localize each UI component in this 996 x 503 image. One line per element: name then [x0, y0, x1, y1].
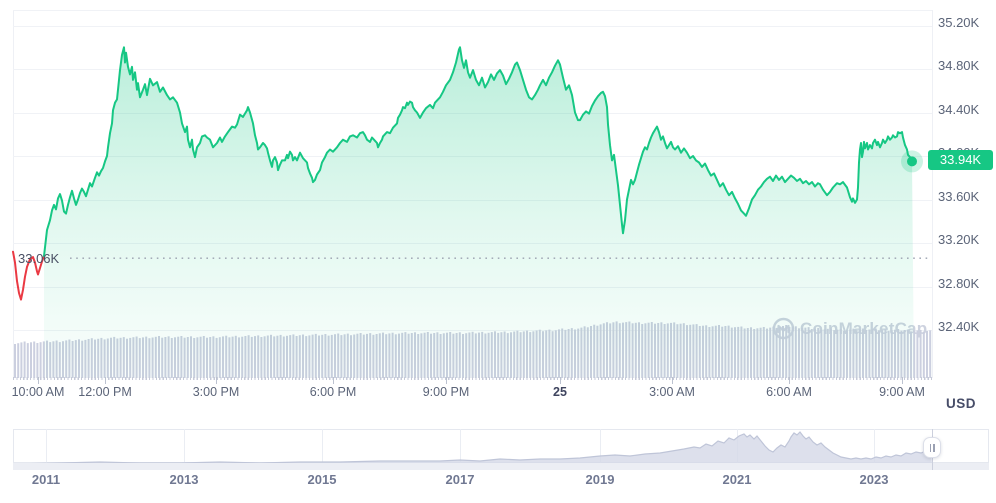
x-axis-tick — [333, 377, 334, 384]
x-axis-label: 9:00 PM — [422, 385, 470, 399]
plot-border-left — [13, 10, 14, 378]
navigator-area-outline — [12, 431, 932, 465]
last-price-dot — [907, 156, 917, 167]
navigator-year-gridline — [460, 429, 461, 463]
plot-border-top — [13, 10, 932, 11]
x-axis-label: 3:00 AM — [649, 385, 695, 399]
navigator-year-gridline — [46, 429, 47, 463]
handle-grip-icon — [929, 443, 931, 452]
navigator-year-label: 2015 — [307, 472, 337, 487]
x-axis-label: 3:00 PM — [192, 385, 240, 399]
y-axis-label: 35.20K — [938, 14, 980, 30]
navigator-year-gridline — [184, 429, 185, 463]
navigator-year-label: 2023 — [859, 472, 889, 487]
x-axis-tick — [38, 377, 39, 384]
plot-border-right — [932, 10, 933, 378]
navigator-year-label: 2013 — [169, 472, 199, 487]
navigator-area-fill — [13, 432, 932, 464]
y-axis-label: 33.20K — [938, 232, 980, 247]
x-axis-tick — [446, 377, 447, 384]
currency-unit-label: USD — [946, 396, 977, 411]
x-axis-tick — [105, 377, 106, 384]
prev-close-price-label: 33.06K — [18, 251, 60, 266]
x-axis-tick — [789, 377, 790, 384]
x-axis-label: 12:00 PM — [78, 385, 132, 399]
y-axis-label: 32.40K — [938, 319, 980, 334]
x-axis-minor-ticks — [13, 377, 932, 380]
last-price-badge: 33.94K — [928, 150, 993, 170]
x-axis-label: 25 — [553, 385, 567, 399]
y-axis-label: 33.60K — [938, 188, 980, 204]
x-axis-tick — [560, 377, 561, 384]
x-axis-label: 6:00 PM — [309, 385, 357, 399]
navigator-year-label: 2019 — [585, 472, 615, 487]
navigator-year-gridline — [322, 429, 323, 463]
y-gridline — [13, 25, 932, 27]
navigator-year-gridline — [600, 429, 601, 463]
price-chart-panel[interactable]: CoinMarketCap 35.20K34.80K34.40K34.00K33… — [0, 0, 996, 428]
navigator-year-label: 2017 — [445, 472, 475, 487]
navigator-year-label: 2011 — [31, 472, 61, 487]
price-line-below-open — [12, 250, 45, 301]
y-axis-label: 34.40K — [938, 101, 980, 117]
handle-grip-icon — [933, 443, 935, 452]
navigator-drag-handle[interactable] — [923, 437, 941, 458]
x-axis-tick — [672, 377, 673, 384]
price-area-chart[interactable] — [0, 0, 996, 428]
price-line-above-open — [43, 46, 913, 258]
navigator-year-label: 2021 — [722, 472, 752, 487]
x-axis-label: 6:00 AM — [766, 385, 812, 399]
y-axis-label: 34.80K — [938, 58, 980, 73]
x-axis-tick — [902, 377, 903, 384]
navigator-bottom-track — [13, 463, 989, 470]
y-axis-label: 32.80K — [938, 275, 980, 291]
navigator-year-gridline — [874, 429, 875, 463]
price-area-fill — [44, 47, 914, 379]
x-axis-label: 10:00 AM — [11, 385, 65, 399]
x-axis-label: 9:00 AM — [879, 385, 925, 399]
x-axis-tick — [216, 377, 217, 384]
